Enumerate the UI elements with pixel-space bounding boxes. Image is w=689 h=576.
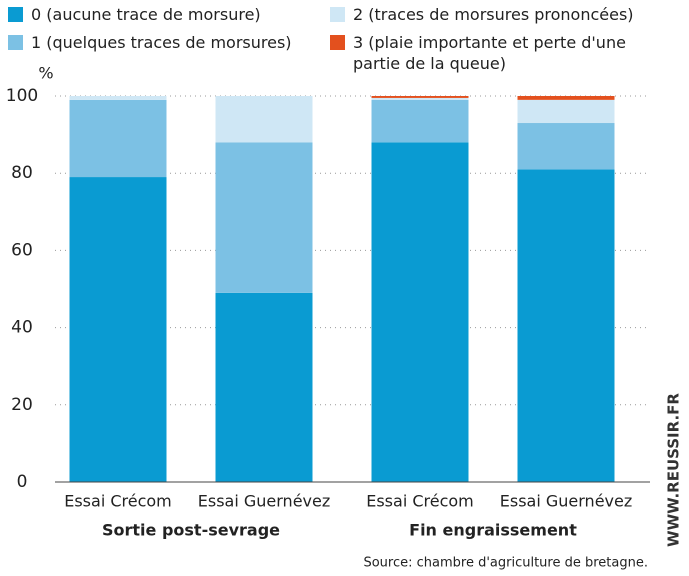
legend-item: 1 (quelques traces de morsures) [8,32,308,53]
y-tick-label: 100 [6,86,38,106]
x-tick-label: Essai Guernévez [198,492,331,511]
y-tick-label: 0 [17,472,28,492]
bar-segment [517,169,615,482]
legend-swatch [330,7,345,22]
legend-item: 3 (plaie importante et perte d'une parti… [330,32,630,74]
bar-segment [215,142,313,293]
bar-segment [371,99,469,143]
legend-swatch [330,35,345,50]
source: Source: chambre d'agriculture de bretagn… [363,556,648,571]
legend-item: 0 (aucune trace de morsure) [8,4,308,25]
y-tick-label: 40 [11,318,33,338]
x-tick-label: Essai Crécom [64,492,172,511]
legend-label: 2 (traces de morsures prononcées) [353,5,634,24]
y-tick-label: 20 [11,395,33,415]
watermark: WWW.REUSSIR.FR [665,393,683,547]
bar-segment [371,96,469,98]
bar-segment [69,99,167,178]
group-label: Sortie post-sevrage [102,521,280,540]
bar-segment [371,97,469,100]
bar-segment [517,99,615,124]
bar-segment [69,177,167,482]
legend-swatch [8,7,23,22]
legend-label: 0 (aucune trace de morsure) [31,5,261,24]
y-tick-label: 60 [11,240,33,260]
y-axis-label: % [38,64,53,83]
bar-segment [215,292,313,482]
legend-label: 3 (plaie importante et perte d'une parti… [353,33,626,73]
bar-segment [69,96,167,100]
bar-segment [215,96,313,143]
group-label: Fin engraissement [409,521,577,540]
x-tick-label: Essai Guernévez [500,492,633,511]
legend-swatch [8,35,23,50]
bar-segment [371,142,469,482]
y-tick-label: 80 [11,163,33,183]
x-tick-label: Essai Crécom [366,492,474,511]
legend-item: 2 (traces de morsures prononcées) [330,4,660,25]
legend-label: 1 (quelques traces de morsures) [31,33,292,52]
bar-segment [517,123,615,170]
bar-segment [517,96,615,100]
